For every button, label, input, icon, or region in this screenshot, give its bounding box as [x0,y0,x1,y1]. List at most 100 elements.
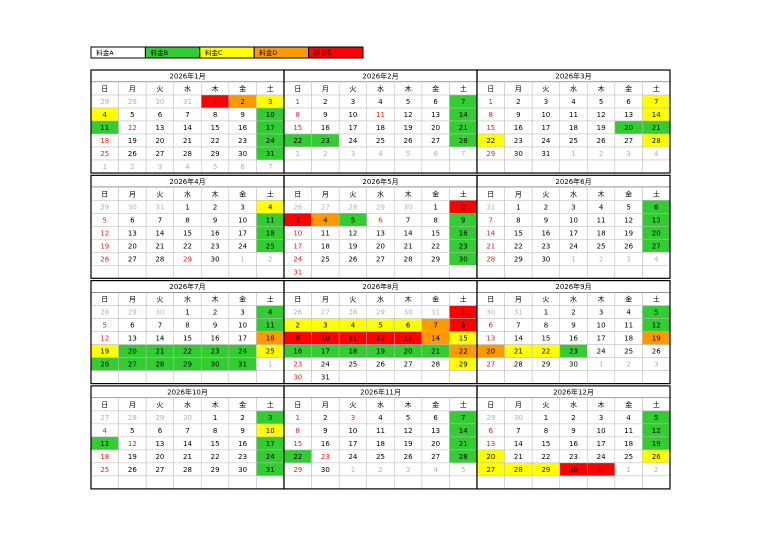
month-frame [476,174,671,279]
weekday-label: 日 [294,190,301,198]
day-number: 17 [597,335,606,343]
weekday-label: 月 [515,190,522,198]
day-number: 13 [155,440,164,448]
day-number: 31 [155,203,164,211]
day-number: 21 [431,348,440,356]
day-number: 1 [626,466,630,474]
day-number: 6 [433,150,438,158]
weekday-label: 木 [598,189,605,198]
day-number: 13 [155,124,164,132]
day-number: 26 [652,453,661,461]
day-number: 24 [238,242,247,250]
day-number: 12 [376,335,385,343]
weekday-label: 水 [184,84,191,93]
day-number: 22 [459,348,468,356]
day-cell [587,159,616,174]
weekday-label: 土 [653,84,660,93]
day-number: 4 [103,427,108,435]
day-cell [118,370,147,384]
day-number: 30 [404,309,413,317]
day-number: 2 [626,361,630,369]
day-number: 16 [459,229,468,237]
day-cell [338,370,367,384]
day-number: 5 [654,414,658,422]
weekday-label: 火 [349,190,356,198]
month-title: 2026年2月 [362,72,398,81]
day-number: 31 [238,361,247,369]
day-number: 9 [323,111,327,119]
day-cell [338,265,367,279]
day-number: 30 [459,255,468,263]
day-number: 11 [597,216,606,224]
day-number: 7 [461,150,465,158]
day-number: 1 [544,309,548,317]
day-number: 22 [486,137,495,145]
day-number: 30 [211,361,220,369]
day-number: 27 [404,361,413,369]
weekday-label: 木 [405,189,412,198]
day-number: 2 [544,203,548,211]
day-cell [311,265,340,279]
day-number: 5 [351,216,355,224]
weekday-label: 木 [405,400,412,409]
day-number: 28 [514,361,523,369]
day-number: 14 [404,229,413,237]
day-number: 8 [516,216,520,224]
day-number: 26 [597,137,606,145]
month-title: 2026年9月 [555,282,591,291]
day-number: 11 [376,111,385,119]
day-number: 2 [240,414,244,422]
day-number: 2 [599,150,603,158]
day-number: 17 [541,124,550,132]
day-number: 3 [158,163,162,171]
day-cell [614,265,643,279]
day-number: 14 [431,335,440,343]
day-number: 5 [406,150,410,158]
day-cell [614,370,643,384]
day-cell [366,475,395,490]
day-number: 12 [100,335,109,343]
day-number: 1 [185,309,189,317]
day-number: 27 [100,414,109,422]
day-number: 9 [240,111,244,119]
day-number: 8 [185,216,189,224]
day-number: 24 [293,255,302,263]
day-number: 1 [213,414,217,422]
day-cell [366,159,395,174]
day-cell [228,265,257,279]
day-number: 3 [240,203,244,211]
day-number: 7 [654,98,658,106]
day-number: 28 [459,453,468,461]
day-number: 12 [404,111,413,119]
month-frame [476,69,671,174]
day-number: 16 [238,124,247,132]
weekday-label: 月 [129,401,136,409]
day-number: 1 [268,361,272,369]
day-cell [587,475,616,490]
day-number: 27 [128,255,137,263]
day-number: 28 [183,466,192,474]
day-cell [642,265,671,279]
day-number: 18 [376,124,385,132]
day-number: 28 [155,361,164,369]
day-cell [531,370,560,384]
day-number: 23 [569,453,578,461]
day-number: 29 [293,466,302,474]
day-number: 2 [378,466,382,474]
day-cell [366,265,395,279]
day-number: 9 [516,111,520,119]
day-number: 1 [296,414,300,422]
day-number: 19 [348,242,357,250]
day-number: 28 [459,137,468,145]
weekday-label: 金 [432,189,439,198]
day-number: 1 [351,466,355,474]
day-cell [90,370,119,384]
day-number: 9 [213,322,217,330]
day-number: 19 [128,453,137,461]
day-number: 4 [268,309,273,317]
day-number: 6 [130,322,135,330]
weekday-label: 木 [405,84,412,93]
day-number: 4 [599,203,604,211]
